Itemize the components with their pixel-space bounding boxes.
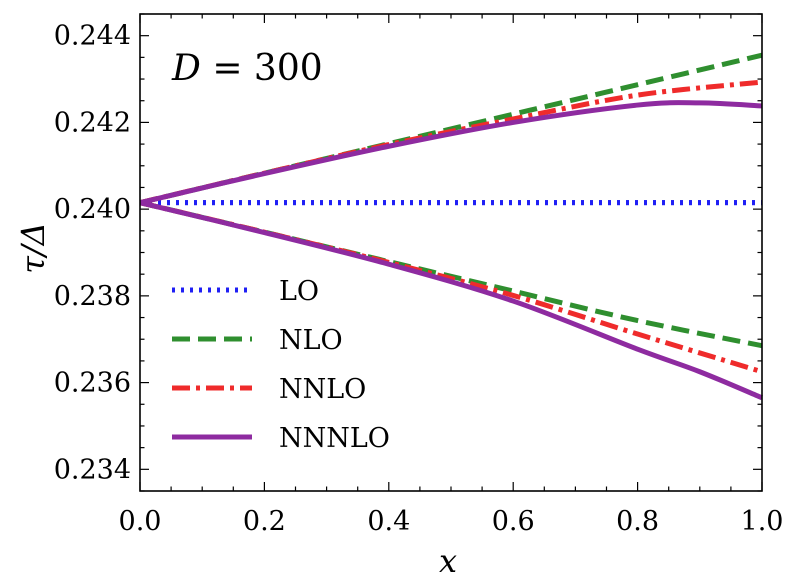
series-nnlo-upper-line [139,79,763,206]
legend-label-nnlo: NNLO [279,374,366,405]
x-tick-label: 0.6 [492,506,535,537]
plot-frame [139,13,763,492]
annotation-variable: D [171,48,201,89]
legend-label-nnnlo: NNNLO [279,423,390,454]
y-tick-label: 0.242 [54,107,131,138]
series-nnlo-lower-line [139,200,763,375]
y-tick-label: 0.240 [54,194,131,225]
x-tick-label: 0.0 [119,506,162,537]
legend: LO NLO NNLO NNNLO [172,276,390,454]
tick-labels: 0.0 0.2 0.4 0.6 0.8 1.0 0.234 0.236 0.238 0.240 0.… [54,21,784,537]
x-tick-label: 0.8 [616,506,659,537]
y-tick-label: 0.244 [54,21,131,52]
x-axis-label: x [439,542,457,580]
series-nnnlo-lower-line [139,200,763,401]
x-tick-label: 1.0 [741,506,784,537]
series-nnnlo-upper-line [139,100,763,206]
y-tick-label: 0.236 [54,368,131,399]
legend-label-lo: LO [279,276,319,307]
y-axis-label: τ/Δ [14,222,52,274]
y-tick-label: 0.234 [54,454,131,485]
x-tick-label: 0.4 [367,506,410,537]
legend-label-nlo: NLO [279,325,343,356]
series-layer [139,52,763,401]
y-tick-label: 0.238 [54,281,131,312]
x-tick-label: 0.2 [243,506,286,537]
annotation-value: = 300 [201,48,323,89]
annotation-d-value: D = 300 [171,48,323,89]
